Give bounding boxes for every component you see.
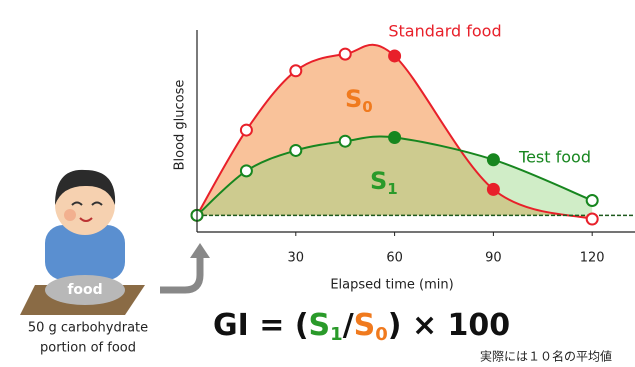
formula: GI = (S1/S0) × 100 (213, 308, 510, 346)
x-axis-label: Elapsed time (min) (330, 278, 453, 293)
marker (290, 65, 301, 76)
marker (488, 154, 499, 165)
footnote: 実際には１０名の平均値 (480, 349, 612, 364)
marker (340, 136, 351, 147)
formula-part: S (309, 308, 331, 343)
y-axis-label: Blood glucose (173, 80, 188, 171)
marker (290, 145, 301, 156)
area-subscript: 1 (387, 180, 397, 198)
x-tick-label: 30 (288, 251, 305, 266)
marker (389, 132, 400, 143)
figure: food 50 g carbohydrate portion of food E… (0, 0, 635, 367)
caption: portion of food (40, 341, 136, 356)
area-letter: S (345, 85, 362, 113)
marker (587, 214, 598, 225)
x-tick-label: 120 (580, 251, 605, 266)
formula-part: S (354, 308, 376, 343)
x-tick-label: 60 (386, 251, 403, 266)
formula-part: ) × 100 (388, 308, 510, 343)
marker (488, 184, 499, 195)
marker (389, 50, 400, 61)
area-letter: S (370, 167, 387, 195)
series-name: Standard food (388, 22, 501, 41)
formula-part: 0 (375, 324, 388, 345)
marker (241, 165, 252, 176)
formula-part: = ( (249, 308, 309, 343)
area-subscript: 0 (362, 98, 372, 116)
plate-label: food (67, 282, 102, 298)
series-name: Test food (518, 148, 591, 167)
marker (587, 195, 598, 206)
formula-part: GI (213, 308, 249, 343)
marker (340, 49, 351, 60)
marker (241, 125, 252, 136)
formula-part: / (343, 308, 354, 343)
caption: 50 g carbohydrate (28, 321, 148, 336)
formula-part: 1 (330, 324, 343, 345)
person-illustration (20, 170, 210, 315)
x-tick-label: 90 (485, 251, 502, 266)
